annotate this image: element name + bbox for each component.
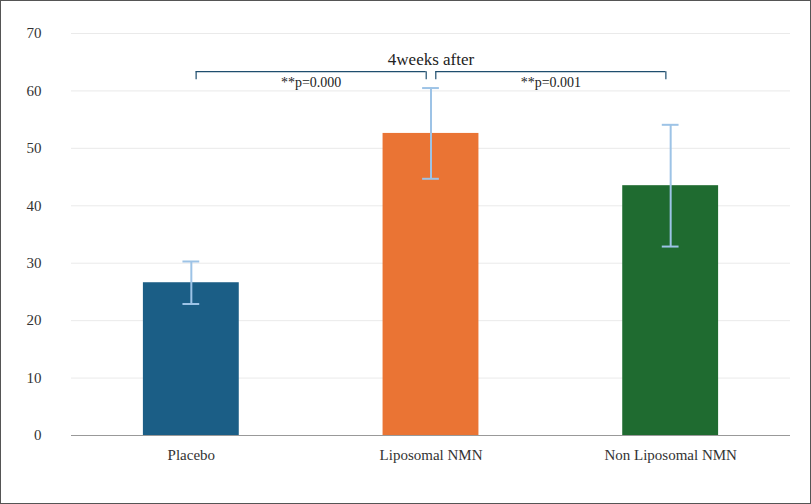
svg-text:70: 70: [27, 25, 42, 41]
svg-text:**p=0.001: **p=0.001: [521, 75, 581, 90]
svg-text:60: 60: [27, 83, 42, 99]
svg-text:4weeks after: 4weeks after: [388, 50, 475, 69]
svg-text:20: 20: [27, 312, 42, 328]
svg-text:30: 30: [27, 255, 42, 271]
svg-text:10: 10: [27, 370, 42, 386]
svg-text:Liposomal NMN: Liposomal NMN: [380, 447, 483, 463]
svg-text:40: 40: [27, 198, 42, 214]
svg-text:**p=0.000: **p=0.000: [281, 75, 341, 90]
svg-text:Placebo: Placebo: [168, 447, 215, 463]
svg-text:Non Liposomal NMN: Non Liposomal NMN: [604, 447, 737, 463]
svg-text:50: 50: [27, 140, 42, 156]
svg-text:0: 0: [34, 427, 42, 443]
